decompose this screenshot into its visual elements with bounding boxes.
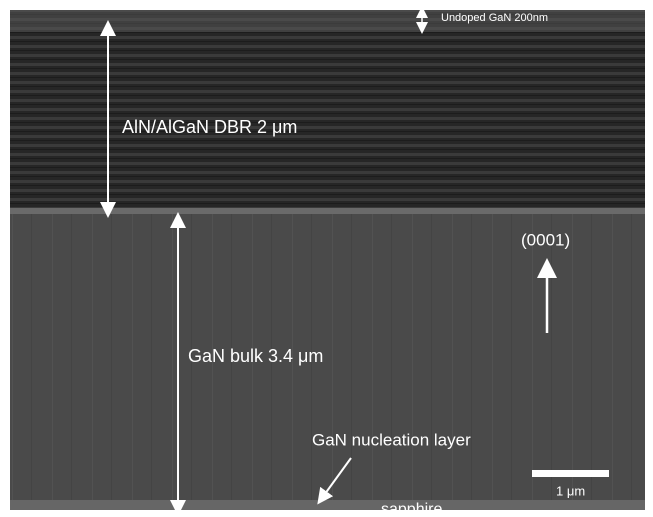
sapphire-layer bbox=[10, 500, 645, 510]
gan-bulk-layer bbox=[10, 212, 645, 504]
sem-image-figure: Undoped GaN 200nm AlN/AlGaN DBR 2 μm GaN… bbox=[0, 0, 653, 517]
scale-label: 1 μm bbox=[556, 483, 585, 498]
undoped-label: Undoped GaN 200nm bbox=[441, 12, 548, 24]
scale-bar bbox=[532, 470, 609, 477]
dbr-label: AlN/AlGaN DBR 2 μm bbox=[122, 117, 297, 137]
direction-label: (0001) bbox=[521, 230, 570, 249]
interface bbox=[10, 208, 645, 214]
sapphire-label: sapphire bbox=[381, 501, 442, 517]
nucleation-label: GaN nucleation layer bbox=[312, 430, 471, 449]
bulk-label: GaN bulk 3.4 μm bbox=[188, 346, 323, 366]
dbr-layer bbox=[10, 10, 645, 212]
undoped-layer bbox=[10, 10, 645, 32]
